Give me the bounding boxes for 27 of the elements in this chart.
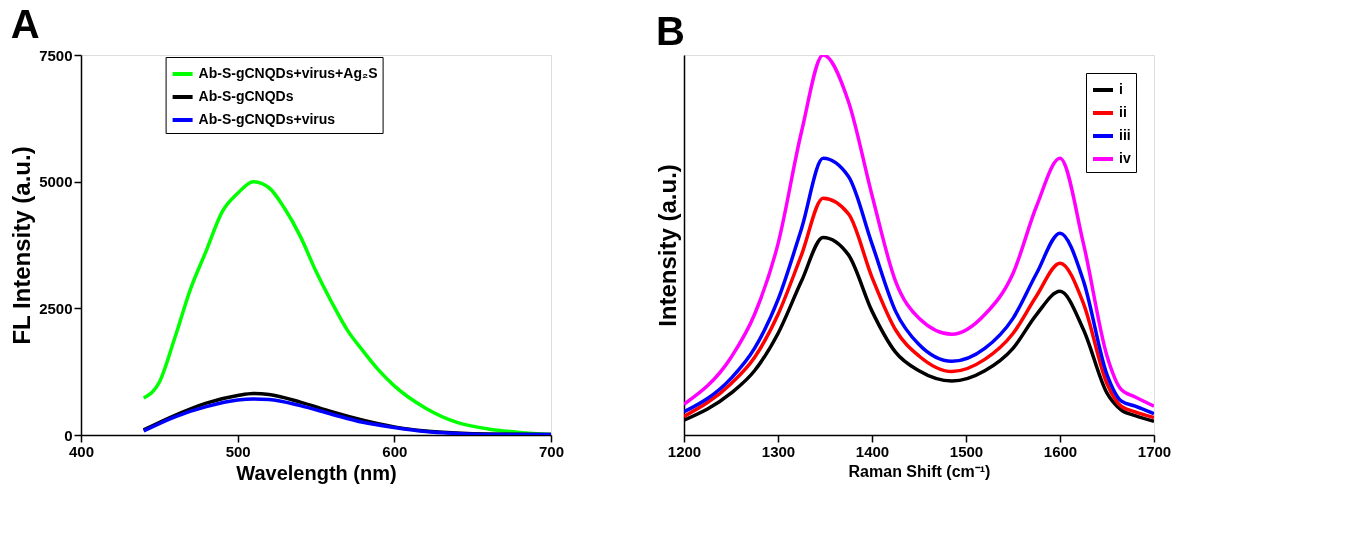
x-tick-label: 600 (382, 442, 408, 460)
legend-label: Ab-S-gCNQDs (198, 88, 294, 104)
x-tick-label: 1300 (761, 442, 796, 460)
legend-label: iii (1119, 127, 1131, 143)
x-tick-label: 1400 (855, 442, 890, 460)
x-axis-title: Raman Shift (cm⁻¹) (848, 462, 991, 480)
chart-title: B (656, 9, 685, 53)
y-tick-label: 5000 (39, 173, 73, 191)
y-tick-label: 7500 (39, 46, 73, 64)
legend-label: ii (1119, 104, 1127, 120)
x-tick-label: 1600 (1043, 442, 1078, 460)
legend-label: Ab-S-gCNQDs+virus+Ag₂S (198, 65, 378, 81)
y-axis-title: FL Intensity (a.u.) (8, 146, 36, 345)
x-tick-label: 400 (68, 442, 95, 460)
legend-label: iv (1119, 150, 1131, 166)
legend-label: i (1119, 81, 1123, 97)
x-tick-label: 1200 (667, 442, 702, 460)
y-axis-title: Intensity (a.u.) (653, 164, 681, 327)
y-tick-label: 2500 (39, 299, 73, 317)
y-tick-label: 0 (64, 426, 73, 444)
x-tick-label: 500 (225, 442, 251, 460)
x-axis-title: Wavelength (nm) (236, 461, 397, 484)
legend-label: Ab-S-gCNQDs+virus (198, 111, 336, 127)
x-tick-label: 1500 (949, 442, 984, 460)
chart-title: A (10, 2, 40, 46)
x-tick-label: 700 (538, 442, 565, 460)
x-tick-label: 1700 (1137, 442, 1172, 460)
